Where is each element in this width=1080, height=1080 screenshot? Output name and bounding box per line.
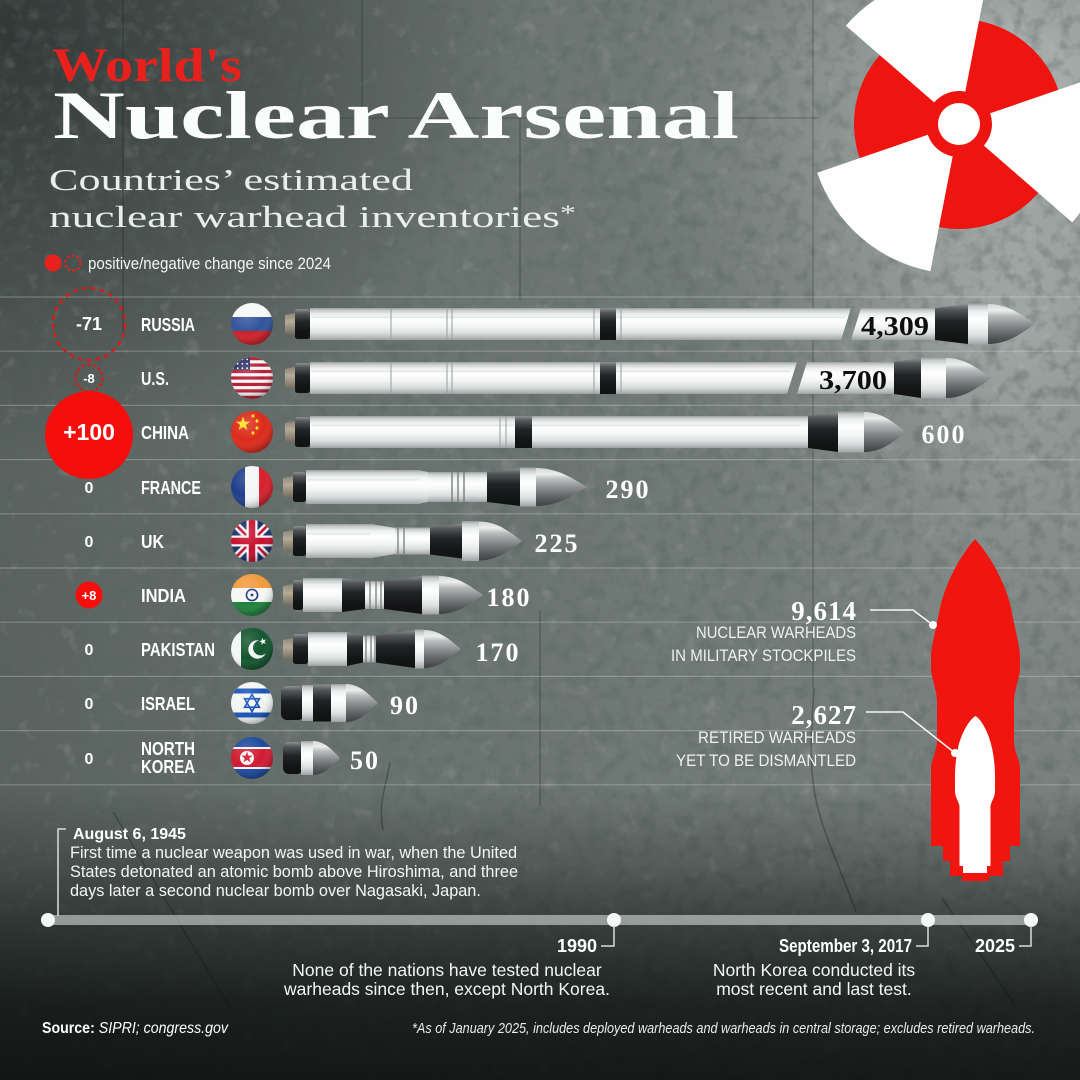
svg-text:Nuclear Arsenal: Nuclear Arsenal — [53, 77, 739, 153]
svg-text:2025: 2025 — [975, 936, 1015, 956]
svg-text:nuclear warhead inventories*: nuclear warhead inventories * — [49, 199, 576, 234]
svg-text:North Korea conducted its: North Korea conducted its — [713, 960, 916, 980]
svg-text:NUCLEAR WARHEADS: NUCLEAR WARHEADS — [696, 623, 856, 642]
svg-text:KOREA: KOREA — [141, 756, 195, 777]
svg-text:RETIRED WARHEADS: RETIRED WARHEADS — [698, 728, 856, 747]
svg-text:9,614: 9,614 — [791, 596, 857, 626]
svg-text:IN MILITARY STOCKPILES: IN MILITARY STOCKPILES — [671, 646, 856, 665]
svg-text:50: 50 — [350, 746, 380, 775]
svg-text:Source: SIPRI; congress.gov: Source: SIPRI; congress.gov — [42, 1020, 229, 1037]
svg-text:290: 290 — [606, 475, 651, 504]
svg-text:World's: World's — [52, 39, 242, 92]
svg-text:NORTH: NORTH — [141, 738, 195, 759]
svg-text:+8: +8 — [82, 588, 97, 603]
svg-text:positive/negative change since: positive/negative change since 2024 — [88, 255, 331, 273]
svg-text:2,627: 2,627 — [791, 700, 857, 730]
svg-text:RUSSIA: RUSSIA — [141, 314, 195, 335]
svg-text:PAKISTAN: PAKISTAN — [141, 639, 215, 660]
svg-text:0: 0 — [85, 534, 94, 551]
svg-text:States detonated an atomic bom: States detonated an atomic bomb above Hi… — [70, 863, 518, 881]
svg-text:September 3, 2017: September 3, 2017 — [779, 936, 912, 956]
svg-text:90: 90 — [390, 691, 420, 720]
svg-text:180: 180 — [487, 583, 532, 612]
svg-text:CHINA: CHINA — [141, 422, 189, 443]
svg-text:0: 0 — [85, 696, 94, 713]
svg-text:August 6, 1945: August 6, 1945 — [73, 826, 186, 843]
svg-text:0: 0 — [85, 642, 94, 659]
svg-text:days later a second nuclear bo: days later a second nuclear bomb over Na… — [70, 882, 481, 900]
svg-text:First time a nuclear weapon wa: First time a nuclear weapon was used in … — [70, 844, 517, 862]
svg-text:U.S.: U.S. — [141, 368, 169, 389]
svg-text:Countries’ estimated: Countries’ estimated — [49, 162, 414, 197]
svg-text:170: 170 — [476, 638, 521, 667]
svg-text:4,309: 4,309 — [861, 311, 929, 341]
svg-text:None of the nations have teste: None of the nations have tested nuclear — [292, 960, 602, 980]
svg-text:3,700: 3,700 — [819, 365, 887, 395]
svg-text:0: 0 — [85, 480, 94, 497]
svg-text:225: 225 — [535, 529, 580, 558]
svg-text:most recent and last test.: most recent and last test. — [716, 979, 912, 999]
svg-text:-8: -8 — [83, 371, 95, 386]
svg-text:ISRAEL: ISRAEL — [141, 693, 195, 714]
svg-text:warheads since then, except No: warheads since then, except North Korea. — [283, 979, 610, 999]
svg-text:INDIA: INDIA — [141, 585, 186, 606]
svg-text:UK: UK — [141, 531, 165, 552]
svg-text:1990: 1990 — [557, 936, 597, 956]
svg-text:+100: +100 — [63, 419, 115, 445]
svg-text:FRANCE: FRANCE — [141, 477, 201, 498]
svg-text:*As of January 2025, includes: *As of January 2025, includes deployed w… — [412, 1020, 1035, 1037]
svg-text:-71: -71 — [76, 314, 102, 334]
svg-text:YET TO BE DISMANTLED: YET TO BE DISMANTLED — [676, 751, 856, 770]
svg-text:600: 600 — [922, 420, 967, 449]
svg-text:0: 0 — [85, 751, 94, 768]
